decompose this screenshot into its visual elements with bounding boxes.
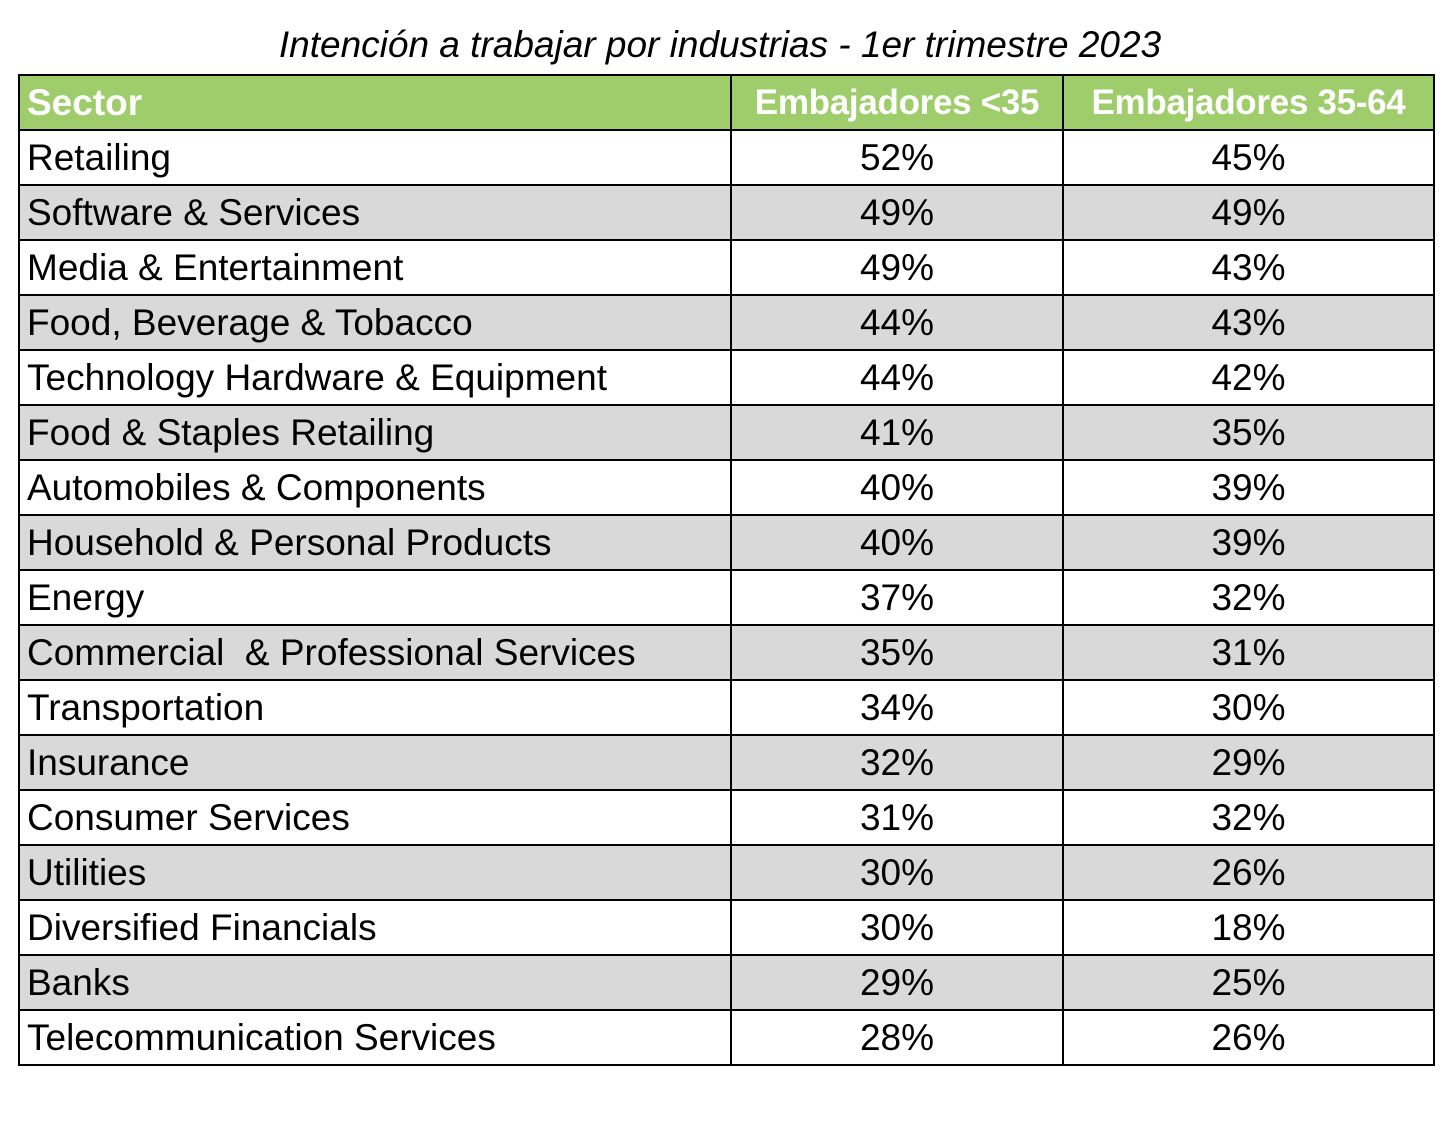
35-64-cell: 39% [1062,514,1435,571]
under-35-cell: 49% [730,184,1064,241]
sector-cell: Energy [18,569,732,626]
table-header: Sector Embajadores <35 Embajadores 35-64 [18,74,1435,131]
table-row: Food & Staples Retailing 41% 35% [18,404,1435,461]
under-35-cell: 30% [730,844,1064,901]
table-row: Commercial & Professional Services 35% 3… [18,624,1435,681]
sector-cell: Software & Services [18,184,732,241]
table-row: Energy 37% 32% [18,569,1435,626]
35-64-cell: 25% [1062,954,1435,1011]
under-35-cell: 37% [730,569,1064,626]
sector-cell: Media & Entertainment [18,239,732,296]
under-35-cell: 34% [730,679,1064,736]
sector-cell: Telecommunication Services [18,1009,732,1066]
under-35-cell: 44% [730,294,1064,351]
35-64-cell: 39% [1062,459,1435,516]
table-title: Intención a trabajar por industrias - 1e… [278,24,1162,65]
under-35-cell: 40% [730,459,1064,516]
table-row: Retailing 52% 45% [18,129,1435,186]
35-64-cell: 29% [1062,734,1435,791]
sector-cell: Diversified Financials [18,899,732,956]
table-row: Diversified Financials 30% 18% [18,899,1435,956]
header-embajadores-under-35: Embajadores <35 [730,74,1064,131]
sector-cell: Banks [18,954,732,1011]
under-35-cell: 52% [730,129,1064,186]
under-35-cell: 44% [730,349,1064,406]
35-64-cell: 35% [1062,404,1435,461]
header-row: Sector Embajadores <35 Embajadores 35-64 [18,74,1435,131]
table-row: Automobiles & Components 40% 39% [18,459,1435,516]
35-64-cell: 49% [1062,184,1435,241]
sector-cell: Technology Hardware & Equipment [18,349,732,406]
35-64-cell: 43% [1062,294,1435,351]
35-64-cell: 32% [1062,569,1435,626]
35-64-cell: 18% [1062,899,1435,956]
table-row: Consumer Services 31% 32% [18,789,1435,846]
under-35-cell: 30% [730,899,1064,956]
under-35-cell: 41% [730,404,1064,461]
sector-cell: Household & Personal Products [18,514,732,571]
35-64-cell: 43% [1062,239,1435,296]
table-row: Transportation 34% 30% [18,679,1435,736]
under-35-cell: 29% [730,954,1064,1011]
under-35-cell: 31% [730,789,1064,846]
table-row: Technology Hardware & Equipment 44% 42% [18,349,1435,406]
table-row: Banks 29% 25% [18,954,1435,1011]
sector-cell: Food & Staples Retailing [18,404,732,461]
table-row: Media & Entertainment 49% 43% [18,239,1435,296]
table-row: Insurance 32% 29% [18,734,1435,791]
35-64-cell: 42% [1062,349,1435,406]
under-35-cell: 49% [730,239,1064,296]
sector-cell: Transportation [18,679,732,736]
sector-cell: Utilities [18,844,732,901]
sector-cell: Food, Beverage & Tobacco [18,294,732,351]
table-row: Household & Personal Products 40% 39% [18,514,1435,571]
sector-cell: Insurance [18,734,732,791]
table-row: Food, Beverage & Tobacco 44% 43% [18,294,1435,351]
sector-cell: Consumer Services [18,789,732,846]
35-64-cell: 26% [1062,1009,1435,1066]
header-sector: Sector [18,74,732,131]
sector-cell: Retailing [18,129,732,186]
table-row: Telecommunication Services 28% 26% [18,1009,1435,1066]
under-35-cell: 32% [730,734,1064,791]
table-body: Retailing 52% 45% Software & Services 49… [18,129,1435,1066]
table-row: Utilities 30% 26% [18,844,1435,901]
header-embajadores-35-64: Embajadores 35-64 [1062,74,1435,131]
under-35-cell: 35% [730,624,1064,681]
sector-cell: Commercial & Professional Services [18,624,732,681]
industry-intention-table: Sector Embajadores <35 Embajadores 35-64… [18,74,1435,1066]
table-row: Software & Services 49% 49% [18,184,1435,241]
35-64-cell: 45% [1062,129,1435,186]
35-64-cell: 32% [1062,789,1435,846]
35-64-cell: 26% [1062,844,1435,901]
under-35-cell: 40% [730,514,1064,571]
under-35-cell: 28% [730,1009,1064,1066]
sector-cell: Automobiles & Components [18,459,732,516]
35-64-cell: 30% [1062,679,1435,736]
35-64-cell: 31% [1062,624,1435,681]
